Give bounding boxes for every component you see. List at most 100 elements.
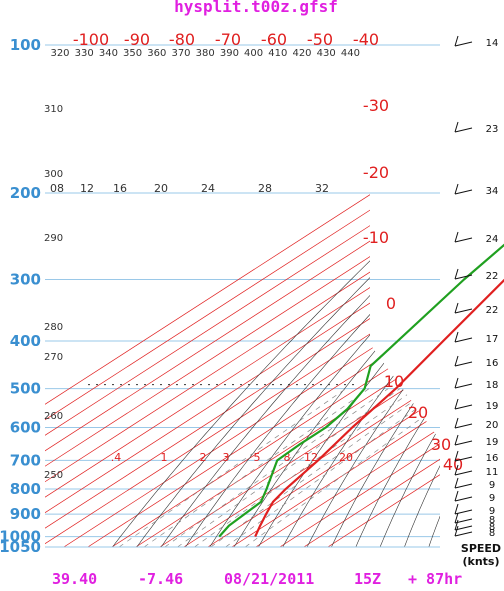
mixing-ratio-label: 16 bbox=[113, 182, 127, 195]
pressure-label: 500 bbox=[10, 380, 41, 398]
mixing-ratio-label: 24 bbox=[201, 182, 215, 195]
mixing-ratio-line bbox=[225, 388, 440, 547]
wind-speed-unit: (knts) bbox=[462, 555, 499, 568]
isotherm-label: -40 bbox=[353, 30, 379, 49]
mixing-ratio-label: 20 bbox=[339, 451, 353, 464]
isotherm-line bbox=[159, 45, 440, 547]
theta-label: 420 bbox=[292, 48, 311, 59]
theta-label: 260 bbox=[44, 411, 63, 422]
theta-label: 380 bbox=[196, 48, 215, 59]
mixing-ratio-label: 12 bbox=[80, 182, 94, 195]
wind-barb bbox=[454, 512, 473, 524]
mixing-ratio-label: .4 bbox=[111, 451, 122, 464]
isotherm-label: -80 bbox=[169, 30, 195, 49]
wind-speed-label: 8 bbox=[489, 515, 495, 526]
wind-speed-label: 16 bbox=[486, 358, 499, 369]
wind-speed-header: SPEED bbox=[461, 542, 501, 555]
wind-speed-label: 11 bbox=[486, 467, 499, 478]
isotherm-line bbox=[45, 45, 440, 547]
wind-barb bbox=[454, 519, 473, 531]
mixing-ratio-labels: 08 12 16 20 24 28 32.4 1 2 3 5 8 12 20 bbox=[50, 182, 353, 464]
dry-adiabat-line bbox=[209, 45, 440, 547]
wind-speed-label: 9 bbox=[489, 493, 495, 504]
mixing-ratio-label: 2 bbox=[200, 451, 207, 464]
wind-speed-label: 8 bbox=[489, 522, 495, 533]
theta-label: 290 bbox=[44, 233, 63, 244]
isotherm-line bbox=[327, 45, 440, 547]
wind-barb bbox=[454, 525, 473, 537]
mixing-ratio-line bbox=[164, 388, 389, 547]
pressure-label: 1000 bbox=[0, 528, 41, 546]
isotherm-line bbox=[45, 45, 440, 547]
wind-speed-label: 19 bbox=[486, 437, 499, 448]
wind-barb bbox=[454, 377, 473, 389]
isotherm-line bbox=[45, 45, 440, 547]
mixing-ratio-label: 28 bbox=[258, 182, 272, 195]
chart-title: hysplit.t00z.gfsf bbox=[174, 0, 338, 16]
wind-barb bbox=[454, 231, 473, 243]
isotherm-line bbox=[207, 45, 440, 547]
isotherm-line bbox=[87, 45, 440, 547]
footer-lat: 39.40 bbox=[52, 570, 97, 588]
footer-forecast: + 87hr bbox=[408, 570, 462, 588]
isotherm-line bbox=[135, 45, 440, 547]
pressure-label: 200 bbox=[10, 184, 41, 202]
wind-barb bbox=[454, 183, 473, 195]
theta-label: 440 bbox=[341, 48, 360, 59]
wind-speed-label: 20 bbox=[486, 420, 499, 431]
wind-speed-label: 22 bbox=[486, 305, 499, 316]
isotherm-label: -50 bbox=[307, 30, 333, 49]
mixing-ratio-label: 12 bbox=[304, 451, 318, 464]
mixing-ratio-line bbox=[194, 388, 416, 547]
pressure-label: 900 bbox=[10, 505, 41, 523]
dry-adiabat-line bbox=[306, 45, 440, 547]
footer-date: 08/21/2011 bbox=[224, 570, 314, 588]
isotherm-line bbox=[45, 45, 440, 547]
wind-barb bbox=[454, 450, 473, 462]
wind-barb bbox=[454, 121, 473, 133]
isotherm-line bbox=[255, 45, 440, 547]
wind-speed-label: 17 bbox=[486, 334, 499, 345]
wind-speed-label: 34 bbox=[486, 186, 499, 197]
mixing-ratio-label: 5 bbox=[254, 451, 261, 464]
wind-speed-label: 19 bbox=[486, 401, 499, 412]
isotherm-label: -60 bbox=[261, 30, 287, 49]
theta-labels: 320 330 340 350 360 370 380 390 400 410 420 430 4403… bbox=[44, 48, 360, 481]
wind-barb bbox=[454, 331, 473, 343]
mixing-ratio-label: 08 bbox=[50, 182, 64, 195]
wind-barb bbox=[454, 268, 473, 280]
isotherm-line bbox=[111, 45, 440, 547]
pressure-label: 100 bbox=[10, 36, 41, 54]
isotherm-line bbox=[45, 45, 440, 547]
wind-barb bbox=[454, 398, 473, 410]
mixing-ratio-label: 20 bbox=[154, 182, 168, 195]
isotherm-line bbox=[45, 45, 440, 547]
wind-barb bbox=[454, 464, 473, 476]
wind-barb bbox=[454, 355, 473, 367]
dry-adiabat-line bbox=[404, 45, 440, 547]
isobar-lines bbox=[45, 44, 440, 548]
mixing-ratio-line bbox=[143, 388, 370, 547]
dewpoint-profile bbox=[218, 243, 504, 538]
theta-label: 410 bbox=[268, 48, 287, 59]
isotherm-line bbox=[45, 45, 440, 547]
footer-hour: 15Z bbox=[354, 570, 381, 588]
pressure-label: 800 bbox=[10, 480, 41, 498]
mixing-ratio-label: 3 bbox=[223, 451, 230, 464]
theta-label: 320 bbox=[50, 48, 69, 59]
wind-speed-label: 18 bbox=[486, 380, 499, 391]
mixing-ratio-label: 1 bbox=[161, 451, 168, 464]
wind-barb bbox=[454, 302, 473, 314]
isotherm-line bbox=[45, 45, 440, 547]
theta-label: 370 bbox=[171, 48, 190, 59]
isotherm-label: -30 bbox=[363, 96, 389, 115]
theta-label: 310 bbox=[44, 104, 63, 115]
theta-label: 300 bbox=[44, 169, 63, 180]
wind-speed-label: 22 bbox=[486, 271, 499, 282]
pressure-label: 700 bbox=[10, 451, 41, 469]
wind-barb bbox=[454, 417, 473, 429]
theta-label: 340 bbox=[99, 48, 118, 59]
